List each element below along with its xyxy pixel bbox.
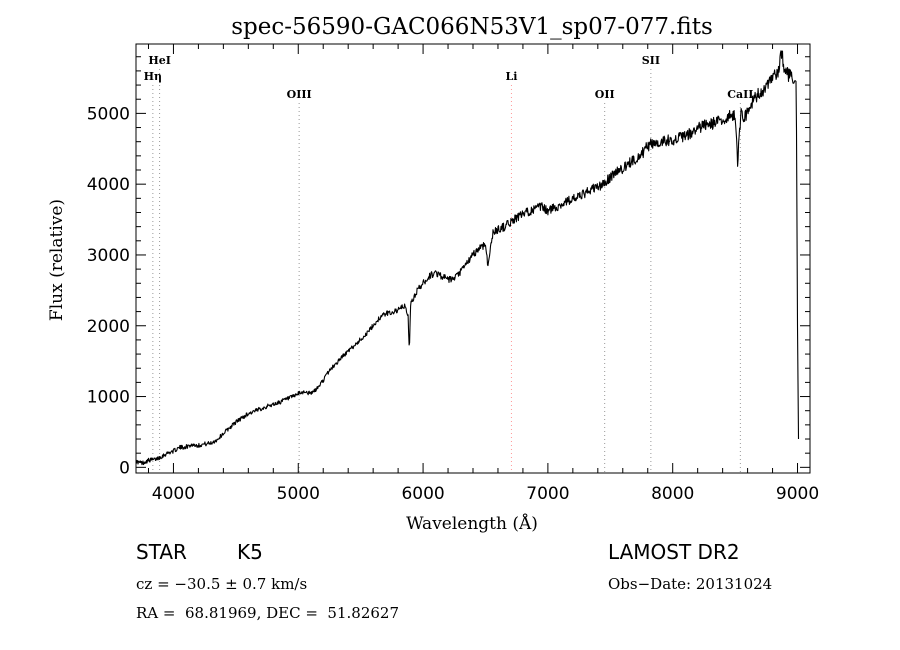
- x-tick-label: 8000: [651, 484, 694, 504]
- line-label: OIII: [287, 88, 312, 101]
- redshift-readout: cz = −30.5 ± 0.7 km/s: [136, 575, 308, 593]
- line-label: HeI: [148, 54, 171, 67]
- object-class: STAR: [136, 540, 187, 564]
- chart-title: spec-56590-GAC066N53V1_sp07-077.fits: [231, 14, 713, 40]
- spectrum-line: [135, 50, 800, 466]
- line-label: Li: [505, 70, 517, 83]
- line-label: SII: [642, 54, 660, 67]
- x-axis-label: Wavelength (Å): [406, 513, 538, 534]
- axis-ticks: [136, 44, 810, 473]
- plot-frame: [135, 43, 811, 474]
- y-tick-label: 1000: [87, 388, 130, 408]
- x-tick-label: 4000: [152, 484, 195, 504]
- y-axis-label: Flux (relative): [47, 199, 67, 321]
- y-tick-label: 0: [119, 458, 130, 478]
- line-label: CaII: [727, 88, 753, 101]
- y-tick-label: 5000: [87, 104, 130, 124]
- line-label: OII: [595, 88, 615, 101]
- y-tick-label: 2000: [87, 317, 130, 337]
- y-tick-label: 4000: [87, 175, 130, 195]
- x-tick-label: 6000: [401, 484, 444, 504]
- object-subclass: K5: [237, 540, 263, 564]
- axis-tick-labels: 4000 5000 6000 7000 8000 9000 0 1000 2000 3000 400…: [87, 104, 819, 504]
- x-tick-label: 7000: [526, 484, 569, 504]
- coordinates-readout: RA = 68.81969, DEC = 51.82627: [136, 604, 400, 622]
- observation-date: Obs−Date: 20131024: [608, 575, 773, 593]
- line-annotations: HeI Hη OIII Li OII SII CaII: [144, 54, 753, 473]
- y-tick-label: 3000: [87, 246, 130, 266]
- line-label: Hη: [144, 70, 162, 83]
- x-tick-label: 5000: [277, 484, 320, 504]
- x-tick-label: 9000: [776, 484, 819, 504]
- survey-name: LAMOST DR2: [608, 540, 740, 564]
